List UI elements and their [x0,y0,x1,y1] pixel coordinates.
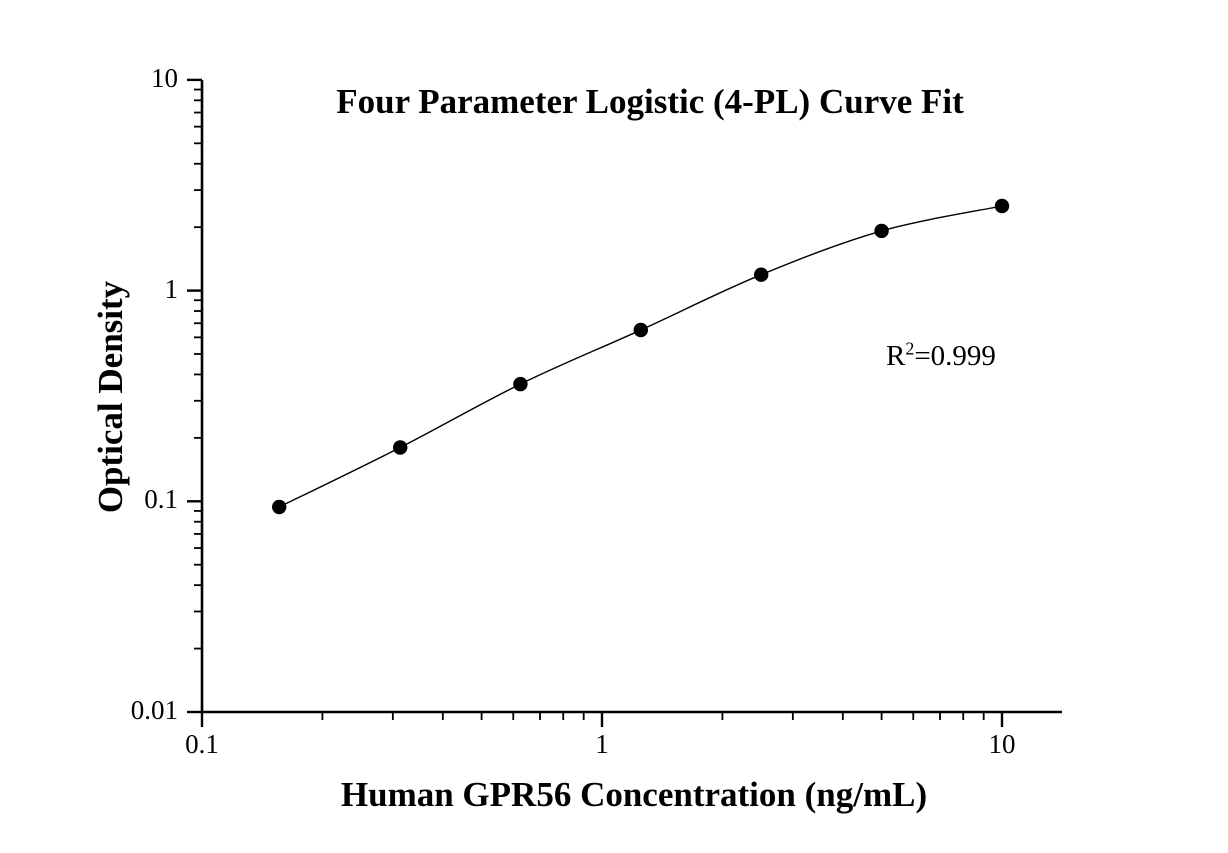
y-tick-label: 1 [164,273,179,304]
y-tick-label: 0.01 [130,695,178,725]
r-squared-annotation: R2=0.999 [886,338,996,373]
r-squared-superscript: 2 [905,338,915,359]
y-axis-title: Optical Density [91,280,130,514]
data-point-marker [754,267,769,282]
data-point-marker [994,198,1010,214]
x-axis-title: Human GPR56 Concentration (ng/mL) [340,775,928,814]
chart-title: Four Parameter Logistic (4-PL) Curve Fit [336,82,964,121]
data-point-marker [272,499,287,515]
x-tick-label: 1 [595,729,609,759]
data-point-marker [874,223,889,239]
r-squared-base: R [886,340,906,372]
data-point-marker [393,440,408,455]
y-tick-label: 10 [151,62,178,93]
y-tick-label: 0.1 [144,484,178,515]
r-squared-value: =0.999 [914,340,996,372]
x-tick-label: 0.1 [185,729,219,759]
data-point-marker [513,376,528,392]
data-point-marker [633,322,648,338]
x-tick-label: 10 [988,729,1016,759]
